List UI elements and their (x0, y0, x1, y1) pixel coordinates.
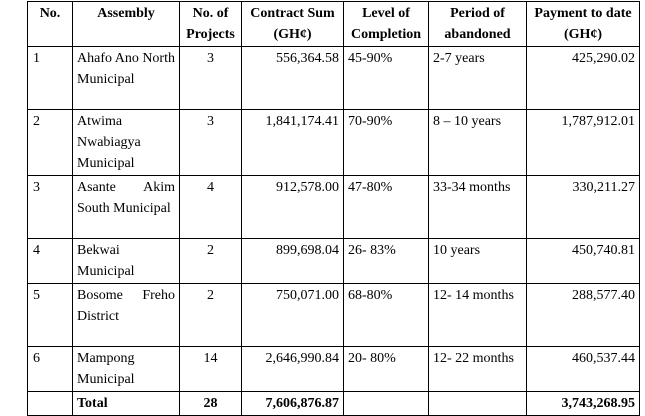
cell-no: 1 (27, 46, 73, 110)
cell-contract-sum: 750,071.00 (241, 283, 344, 347)
cell-level: 20- 80% (343, 346, 429, 392)
cell-assembly: Atwima Nwabiagya Municipal (72, 109, 180, 176)
cell-contract-sum: 1,841,174.41 (241, 109, 344, 176)
table-row: 6 Mampong Municipal 14 2,646,990.84 20- … (27, 346, 640, 392)
total-level (343, 391, 429, 416)
cell-projects: 14 (179, 346, 242, 392)
cell-period: 12- 22 months (428, 346, 527, 392)
cell-assembly: Bosome Freho District (72, 283, 180, 347)
header-row: No. Assembly No. of Projects Contract Su… (27, 1, 640, 47)
cell-payment: 450,740.81 (526, 238, 640, 284)
cell-contract-sum: 556,364.58 (241, 46, 344, 110)
cell-assembly: Mampong Municipal (72, 346, 180, 392)
cell-period: 8 – 10 years (428, 109, 527, 176)
cell-period: 2-7 years (428, 46, 527, 110)
cell-no: 2 (27, 109, 73, 176)
cell-payment: 1,787,912.01 (526, 109, 640, 176)
table-row: 1 Ahafo Ano North Municipal 3 556,364.58… (27, 46, 640, 110)
cell-projects: 2 (179, 283, 242, 347)
cell-no (27, 391, 73, 416)
table-row: 2 Atwima Nwabiagya Municipal 3 1,841,174… (27, 109, 640, 176)
total-row: Total 28 7,606,876.87 3,743,268.95 (27, 391, 640, 416)
table-header: No. Assembly No. of Projects Contract Su… (27, 1, 640, 47)
total-contract-sum: 7,606,876.87 (241, 391, 344, 416)
cell-level: 70-90% (343, 109, 429, 176)
cell-payment: 288,577.40 (526, 283, 640, 347)
table-body: 1 Ahafo Ano North Municipal 3 556,364.58… (27, 46, 640, 416)
cell-no: 6 (27, 346, 73, 392)
cell-period: 12- 14 months (428, 283, 527, 347)
header-contract-sum: Contract Sum (GH¢) (241, 1, 344, 47)
cell-projects: 3 (179, 46, 242, 110)
cell-contract-sum: 899,698.04 (241, 238, 344, 284)
cell-no: 5 (27, 283, 73, 347)
cell-level: 68-80% (343, 283, 429, 347)
cell-payment: 330,211.27 (526, 175, 640, 239)
table-row: 4 Bekwai Municipal 2 899,698.04 26- 83% … (27, 238, 640, 284)
cell-projects: 2 (179, 238, 242, 284)
total-label: Total (72, 391, 180, 416)
header-payment: Payment to date (GH¢) (526, 1, 640, 47)
cell-level: 45-90% (343, 46, 429, 110)
cell-no: 3 (27, 175, 73, 239)
cell-projects: 4 (179, 175, 242, 239)
cell-payment: 460,537.44 (526, 346, 640, 392)
cell-level: 47-80% (343, 175, 429, 239)
cell-projects: 3 (179, 109, 242, 176)
total-projects: 28 (179, 391, 242, 416)
header-assembly: Assembly (72, 1, 180, 47)
cell-period: 10 years (428, 238, 527, 284)
header-projects: No. of Projects (179, 1, 242, 47)
cell-assembly: Bekwai Municipal (72, 238, 180, 284)
header-period: Period of abandoned (428, 1, 527, 47)
cell-no: 4 (27, 238, 73, 284)
cell-contract-sum: 912,578.00 (241, 175, 344, 239)
header-level: Level of Completion (343, 1, 429, 47)
abandoned-projects-table: No. Assembly No. of Projects Contract Su… (27, 1, 640, 416)
cell-period: 33-34 months (428, 175, 527, 239)
total-payment: 3,743,268.95 (526, 391, 640, 416)
cell-assembly: Asante Akim South Municipal (72, 175, 180, 239)
table-row: 5 Bosome Freho District 2 750,071.00 68-… (27, 283, 640, 347)
header-no: No. (27, 1, 73, 47)
cell-level: 26- 83% (343, 238, 429, 284)
cell-payment: 425,290.02 (526, 46, 640, 110)
cell-contract-sum: 2,646,990.84 (241, 346, 344, 392)
cell-assembly: Ahafo Ano North Municipal (72, 46, 180, 110)
table-row: 3 Asante Akim South Municipal 4 912,578.… (27, 175, 640, 239)
total-period (428, 391, 527, 416)
